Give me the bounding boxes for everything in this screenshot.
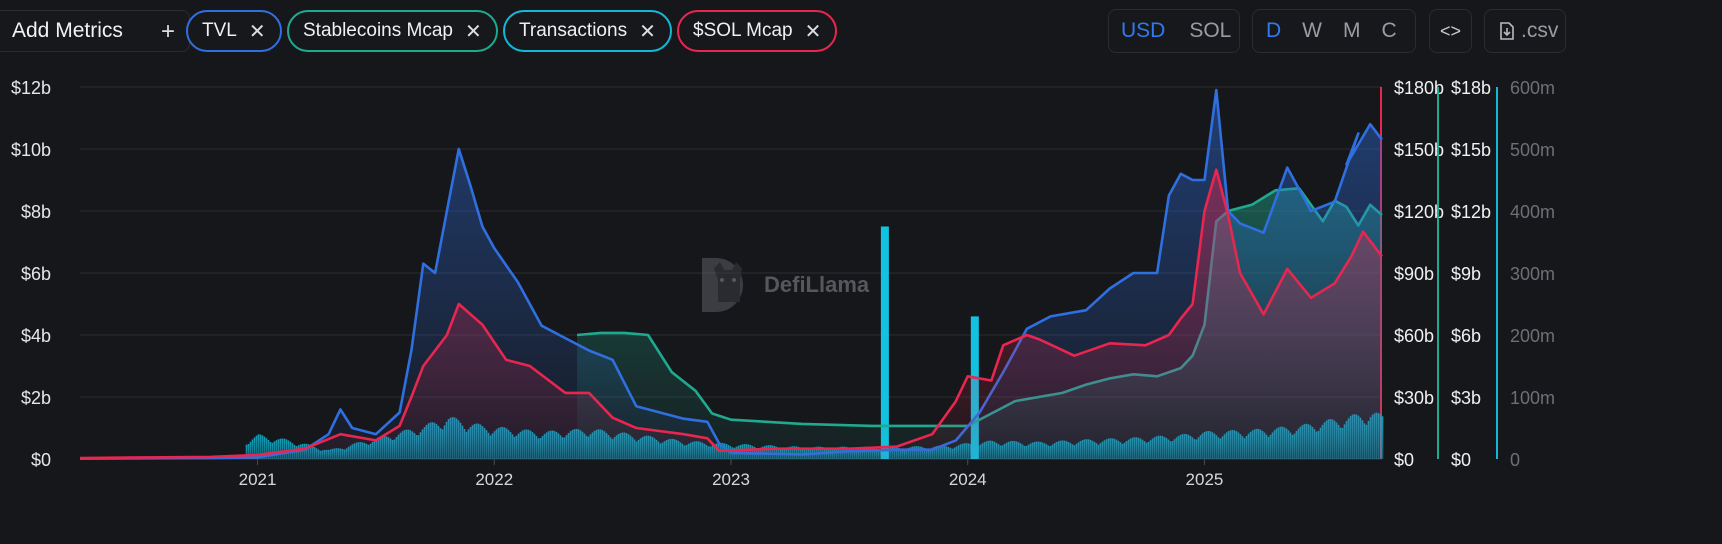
file-download-icon xyxy=(1500,22,1514,40)
transactions-bar xyxy=(275,440,278,459)
y-tick-label: $8b xyxy=(21,202,51,222)
y-tick-label-tx: 200m xyxy=(1510,326,1555,346)
x-tick-label: 2022 xyxy=(475,470,513,489)
transactions-bar xyxy=(271,442,274,459)
period-toggle: D W M C xyxy=(1252,9,1416,53)
y-tick-label-sol: $30b xyxy=(1394,388,1434,408)
transactions-bar xyxy=(249,441,252,459)
csv-download-button[interactable]: .csv xyxy=(1484,9,1566,53)
y-tick-label-sol: $90b xyxy=(1394,264,1434,284)
close-icon[interactable]: ✕ xyxy=(464,20,482,43)
transactions-bar xyxy=(259,434,262,459)
x-tick-label: 2023 xyxy=(712,470,750,489)
y-tick-label-stable: $0 xyxy=(1451,450,1471,470)
y-tick-label-stable: $18b xyxy=(1451,78,1491,98)
y-tick-label-tx: 400m xyxy=(1510,202,1555,222)
transactions-bar xyxy=(257,434,260,459)
transactions-bar xyxy=(267,440,270,459)
llama-logo-icon xyxy=(702,258,743,312)
transactions-bar xyxy=(273,441,276,459)
metric-chip-label: $SOL Mcap xyxy=(693,20,793,41)
y-tick-label-stable: $3b xyxy=(1451,388,1481,408)
transactions-bar xyxy=(247,443,250,459)
y-tick-label-stable: $15b xyxy=(1451,140,1491,160)
series-line xyxy=(79,168,1384,460)
metric-chip-transactions[interactable]: Transactions ✕ xyxy=(503,10,672,52)
y-tick-label-tx: 0 xyxy=(1510,450,1520,470)
y-tick-label-stable: $9b xyxy=(1451,264,1481,284)
y-tick-label-tx: 600m xyxy=(1510,78,1555,98)
chart-toolbar: Add Metrics + TVL ✕ Stablecoins Mcap ✕ T… xyxy=(0,0,1722,64)
series-layer xyxy=(79,88,1384,460)
close-icon[interactable]: ✕ xyxy=(248,20,266,43)
transactions-bar xyxy=(265,438,268,459)
close-icon[interactable]: ✕ xyxy=(804,20,822,43)
y-axis-sol-mcap: $0 $30b $60b $90b $120b $150b $180b xyxy=(1380,78,1444,470)
y-tick-label-sol: $180b xyxy=(1394,78,1444,98)
x-tick-label: 2021 xyxy=(239,470,277,489)
y-tick-label-tx: 300m xyxy=(1510,264,1555,284)
y-axis-tvl: $0 $2b $4b $6b $8b $10b $12b xyxy=(11,78,51,470)
add-metrics-button[interactable]: Add Metrics + xyxy=(0,10,190,52)
metric-chip-label: Stablecoins Mcap xyxy=(303,20,453,41)
x-tick-label: 2024 xyxy=(949,470,987,489)
y-tick-label-sol: $60b xyxy=(1394,326,1434,346)
denomination-toggle: USD SOL xyxy=(1108,9,1240,53)
transactions-bar xyxy=(1381,416,1384,459)
transactions-bar xyxy=(283,438,286,459)
period-cumulative[interactable]: C xyxy=(1381,19,1397,42)
metric-chip-label: TVL xyxy=(202,20,237,41)
y-tick-label: $2b xyxy=(21,388,51,408)
transactions-bar xyxy=(245,444,248,459)
transactions-bar xyxy=(255,435,258,459)
csv-label: .csv xyxy=(1521,19,1559,42)
y-tick-label-stable: $6b xyxy=(1451,326,1481,346)
transactions-bar xyxy=(263,436,266,459)
y-tick-label: $12b xyxy=(11,78,51,98)
metric-chip-tvl[interactable]: TVL ✕ xyxy=(186,10,282,52)
plus-icon: + xyxy=(160,18,175,45)
transactions-bar xyxy=(251,439,254,459)
embed-button[interactable]: <> xyxy=(1429,9,1472,53)
x-tick-label: 2025 xyxy=(1186,470,1224,489)
close-icon[interactable]: ✕ xyxy=(639,20,656,43)
series-area xyxy=(80,169,1382,459)
period-monthly[interactable]: M xyxy=(1343,19,1361,42)
y-tick-label: $0 xyxy=(31,450,51,470)
y-axis-transactions: 0 100m 200m 300m 400m 500m 600m xyxy=(1496,78,1555,470)
metric-chip-sol-mcap[interactable]: $SOL Mcap ✕ xyxy=(677,10,838,52)
code-icon: <> xyxy=(1439,20,1462,41)
transactions-bar xyxy=(285,439,288,459)
metric-chip-label: Transactions xyxy=(519,20,628,41)
denomination-usd[interactable]: USD xyxy=(1121,19,1166,42)
denomination-sol[interactable]: SOL xyxy=(1189,19,1232,42)
transactions-bar xyxy=(279,438,282,459)
transactions-bar xyxy=(269,441,272,459)
y-tick-label-stable: $12b xyxy=(1451,202,1491,222)
y-tick-label: $10b xyxy=(11,140,51,160)
y-tick-label: $6b xyxy=(21,264,51,284)
period-daily[interactable]: D xyxy=(1266,19,1282,42)
watermark-text: DefiLlama xyxy=(764,272,870,297)
x-axis: 2021 2022 2023 2024 2025 xyxy=(80,458,1382,489)
y-axis-stablecoins: $0 $3b $6b $9b $12b $15b $18b xyxy=(1437,78,1491,470)
y-tick-label-sol: $120b xyxy=(1394,202,1444,222)
transactions-spike xyxy=(880,226,889,459)
period-weekly[interactable]: W xyxy=(1302,19,1322,42)
transactions-bar xyxy=(281,438,284,459)
y-tick-label-sol: $150b xyxy=(1394,140,1444,160)
transactions-bar xyxy=(253,437,256,459)
series-sol-mcap xyxy=(79,168,1384,460)
watermark: DefiLlama xyxy=(702,258,870,312)
y-tick-label-sol: $0 xyxy=(1394,450,1414,470)
transactions-bar xyxy=(261,435,264,459)
y-tick-label: $4b xyxy=(21,326,51,346)
y-tick-label-tx: 100m xyxy=(1510,388,1555,408)
add-metrics-label: Add Metrics xyxy=(12,19,123,42)
y-tick-label-tx: 500m xyxy=(1510,140,1555,160)
metric-chip-stablecoins[interactable]: Stablecoins Mcap ✕ xyxy=(287,10,498,52)
transactions-bar xyxy=(277,439,280,459)
